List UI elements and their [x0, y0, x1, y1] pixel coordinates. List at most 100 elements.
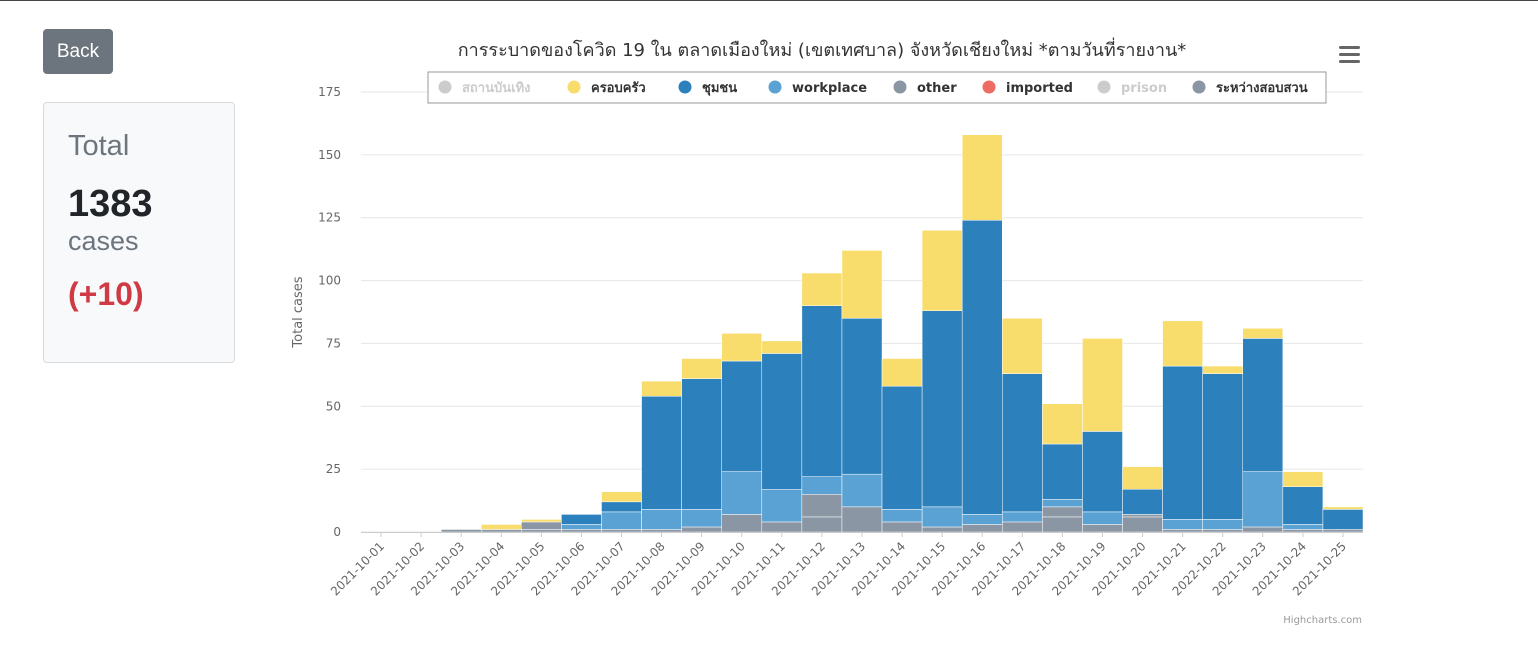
legend-item[interactable]: prison	[1097, 80, 1168, 97]
bar-segment[interactable]	[601, 511, 642, 530]
bar-segment[interactable]	[841, 318, 883, 475]
bar-segment[interactable]	[1162, 529, 1203, 533]
bar-segment[interactable]	[1082, 338, 1123, 432]
legend-item[interactable]: สถานบันเทิง	[438, 80, 531, 97]
bar-segment[interactable]	[881, 521, 923, 533]
bar-segment[interactable]	[1202, 365, 1244, 374]
bar-segment[interactable]	[641, 529, 682, 533]
bar-segment[interactable]	[1202, 529, 1244, 533]
bar-segment[interactable]	[440, 529, 482, 533]
hamburger-menu-icon[interactable]	[1336, 40, 1364, 68]
bar-segment[interactable]	[1242, 338, 1284, 472]
bar-segment[interactable]	[881, 385, 923, 510]
bar-segment[interactable]	[801, 476, 843, 495]
legend-item[interactable]: ชุมชน	[678, 80, 738, 97]
legend-label: สถานบันเทิง	[462, 81, 531, 96]
bar-segment[interactable]	[801, 516, 843, 533]
bar-segment[interactable]	[801, 494, 843, 518]
bar-segment[interactable]	[480, 524, 522, 530]
bar-segment[interactable]	[521, 519, 562, 523]
legend-item[interactable]: other	[893, 80, 958, 97]
bar-segment[interactable]	[480, 529, 522, 533]
bar-segment[interactable]	[681, 378, 722, 510]
bar-segment[interactable]	[1282, 529, 1324, 533]
bar-segment[interactable]	[1162, 320, 1203, 367]
bar-segment[interactable]	[801, 272, 843, 306]
bar-segment[interactable]	[881, 358, 923, 387]
legend-item[interactable]: workplace	[768, 80, 868, 97]
bar-segment[interactable]	[1202, 373, 1244, 520]
bar-segment[interactable]	[961, 134, 1003, 221]
bar-segment[interactable]	[1122, 466, 1163, 490]
bar-segment[interactable]	[1242, 526, 1284, 533]
bar-segment[interactable]	[1242, 471, 1284, 528]
bar-segment[interactable]	[1282, 524, 1324, 530]
bar-segment[interactable]	[921, 526, 963, 533]
bar-segment[interactable]	[1202, 519, 1244, 530]
bar-segment[interactable]	[521, 521, 562, 530]
bar-segment[interactable]	[561, 514, 602, 525]
legend-item[interactable]: imported	[982, 80, 1074, 97]
bar-segment[interactable]	[561, 529, 602, 533]
bar-segment[interactable]	[681, 509, 722, 528]
bar-segment[interactable]	[841, 250, 883, 319]
bar-segment[interactable]	[1122, 514, 1163, 518]
bar-segment[interactable]	[1002, 318, 1043, 374]
bar-segment[interactable]	[1122, 516, 1163, 533]
bar-segment[interactable]	[1162, 519, 1203, 530]
bar-segment[interactable]	[761, 340, 803, 354]
bar-segment[interactable]	[1322, 509, 1364, 530]
bar-segment[interactable]	[601, 529, 642, 533]
bar-segment[interactable]	[1322, 529, 1364, 533]
legend-item[interactable]: ระหว่างสอบสวน	[1192, 80, 1308, 97]
bar-segment[interactable]	[1002, 511, 1043, 523]
legend-item[interactable]: ครอบครัว	[567, 80, 646, 97]
bar-segment[interactable]	[681, 358, 722, 379]
y-tick-label: 75	[326, 336, 341, 350]
bar-segment[interactable]	[1042, 499, 1083, 508]
bar-segment[interactable]	[641, 380, 682, 397]
bar-segment[interactable]	[1162, 365, 1203, 520]
bar-segment[interactable]	[1282, 486, 1324, 525]
bar-segment[interactable]	[641, 509, 682, 530]
bar-segment[interactable]	[1042, 403, 1083, 445]
bar-segment[interactable]	[1242, 328, 1284, 339]
bar-segment[interactable]	[521, 529, 562, 533]
bar-segment[interactable]	[761, 353, 803, 490]
bar-segment[interactable]	[1122, 489, 1163, 515]
bar-segment[interactable]	[601, 501, 642, 513]
y-tick-label: 150	[318, 148, 341, 162]
bar-segment[interactable]	[1042, 516, 1083, 533]
bar-segment[interactable]	[761, 489, 803, 523]
bar-segment[interactable]	[721, 471, 763, 515]
bar-segment[interactable]	[1042, 506, 1083, 518]
bar-segment[interactable]	[841, 506, 883, 533]
bar-segment[interactable]	[921, 230, 963, 311]
bar-segment[interactable]	[1042, 443, 1083, 500]
bar-segment[interactable]	[801, 305, 843, 477]
bar-segment[interactable]	[1002, 373, 1043, 513]
bar-segment[interactable]	[721, 333, 763, 362]
bar-segment[interactable]	[1082, 524, 1123, 533]
bar-segment[interactable]	[1082, 431, 1123, 513]
bar-segment[interactable]	[641, 395, 682, 510]
bar-segment[interactable]	[761, 521, 803, 533]
bar-segment[interactable]	[921, 506, 963, 528]
bar-segment[interactable]	[881, 509, 923, 523]
bar-segment[interactable]	[561, 524, 602, 530]
back-button[interactable]: Back	[43, 29, 113, 74]
bar-segment[interactable]	[961, 524, 1003, 533]
bar-segment[interactable]	[721, 360, 763, 472]
bar-segment[interactable]	[1322, 506, 1364, 510]
bar-segment[interactable]	[921, 310, 963, 508]
bar-segment[interactable]	[961, 514, 1003, 525]
bar-segment[interactable]	[1082, 511, 1123, 525]
bar-segment[interactable]	[1002, 521, 1043, 533]
bar-segment[interactable]	[841, 473, 883, 508]
bar-segment[interactable]	[961, 219, 1003, 515]
bar-segment[interactable]	[601, 491, 642, 503]
bar-segment[interactable]	[721, 514, 763, 533]
bar-segment[interactable]	[681, 526, 722, 533]
highcharts-credit[interactable]: Highcharts.com	[1283, 615, 1362, 626]
bar-segment[interactable]	[1282, 471, 1324, 487]
